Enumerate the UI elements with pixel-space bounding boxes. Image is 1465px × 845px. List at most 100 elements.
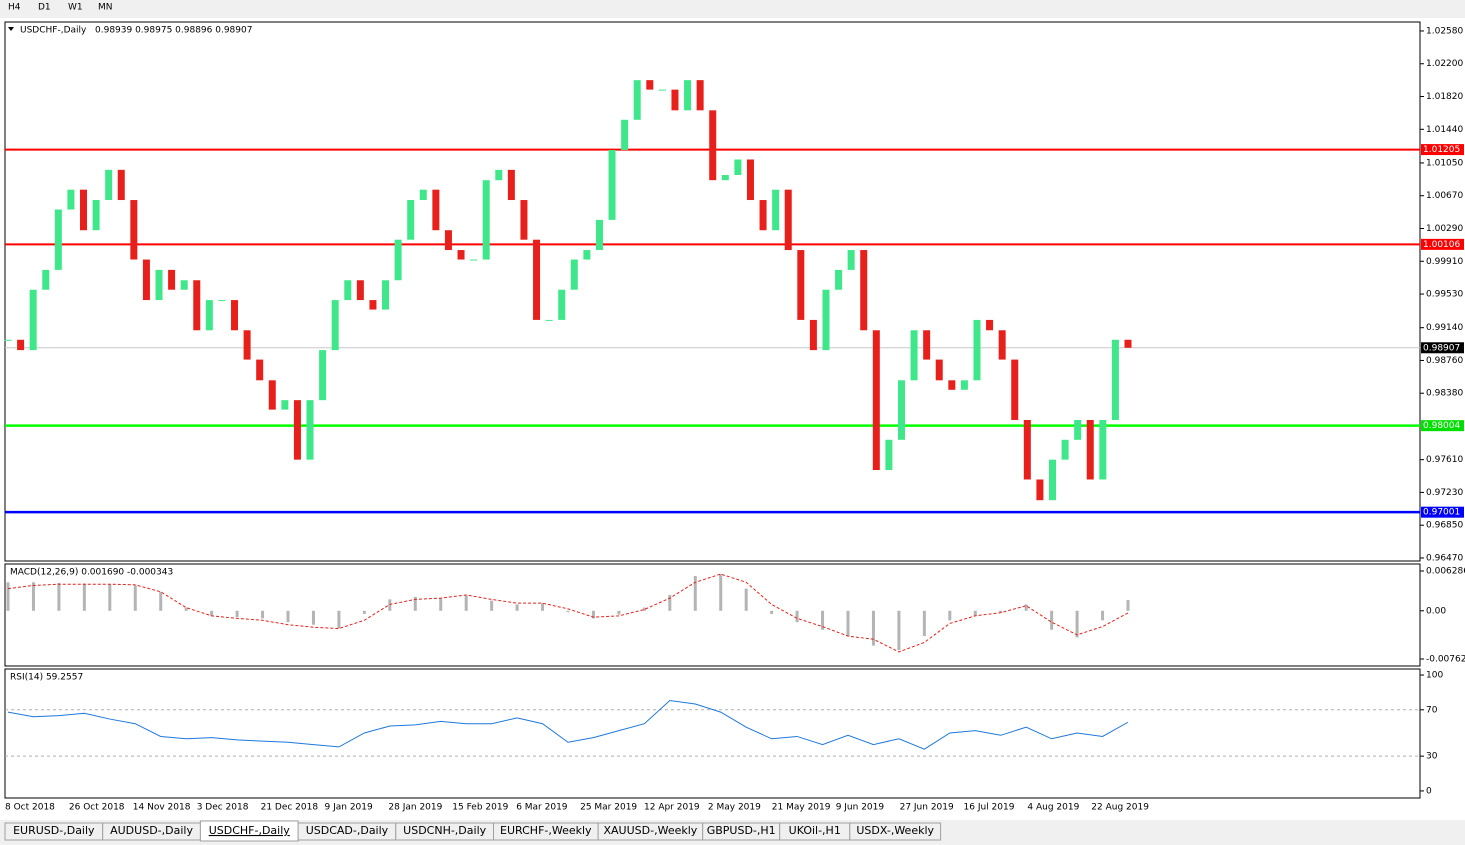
macd-bar	[311, 610, 315, 625]
macd-bar	[57, 582, 61, 611]
candle	[960, 380, 968, 390]
y-tick-label: 1.01050	[1426, 158, 1463, 168]
rsi-title: RSI(14) 59.2557	[10, 673, 83, 683]
macd-bar	[541, 603, 545, 611]
candle	[1036, 479, 1044, 501]
tab[interactable]: UKOil-,H1	[779, 822, 851, 841]
candle	[1048, 459, 1056, 501]
macd-bar	[642, 607, 646, 611]
macd-bar	[1024, 604, 1028, 611]
candle	[130, 200, 138, 260]
candle	[948, 380, 956, 390]
macd-bar	[1075, 610, 1079, 638]
tab[interactable]: EURUSD-,Daily	[4, 822, 104, 841]
macd-bar	[948, 610, 952, 621]
candle	[1011, 359, 1019, 420]
candle	[797, 250, 805, 320]
x-tick-label: 3 Dec 2018	[197, 803, 249, 813]
y-tick-label: 1.01820	[1426, 92, 1463, 102]
candle	[4, 339, 12, 341]
x-tick-label: 16 Jul 2019	[964, 803, 1015, 813]
quote: 0.98939 0.98975 0.98896 0.98907	[95, 26, 252, 36]
macd-bar	[108, 584, 112, 611]
candle	[998, 330, 1006, 360]
price-level-label: 1.01205	[1423, 145, 1460, 155]
x-tick-label: 21 May 2019	[772, 803, 831, 813]
macd-bar	[490, 600, 494, 611]
macd-title: MACD(12,26,9) 0.001690 -0.000343	[10, 568, 173, 578]
candle	[1111, 339, 1119, 420]
candle	[860, 250, 868, 331]
candle	[205, 300, 213, 331]
y-tick-label: 1.02580	[1426, 26, 1463, 36]
y-tick-label: 1.00290	[1426, 224, 1463, 234]
candle	[671, 89, 679, 111]
y-tick-label: 0.97610	[1426, 455, 1463, 465]
price-level-box	[1421, 144, 1464, 156]
x-tick-label: 2 May 2019	[708, 803, 761, 813]
candle	[444, 230, 452, 251]
candle	[369, 300, 377, 310]
candle	[293, 400, 301, 460]
candle	[54, 209, 62, 270]
tab[interactable]: AUDUSD-,Daily	[102, 822, 201, 841]
timeframe-button[interactable]: MN	[98, 3, 113, 13]
macd-bar	[133, 585, 137, 611]
candle	[646, 80, 654, 90]
macd-bar	[668, 594, 672, 611]
macd-bar	[973, 610, 977, 616]
y-tick-label: 0.99140	[1426, 323, 1463, 333]
candle	[105, 169, 113, 201]
timeframe-button[interactable]: D1	[38, 3, 51, 13]
candle	[847, 250, 855, 270]
tab[interactable]: USDCAD-,Daily	[297, 822, 397, 841]
candle	[344, 280, 352, 301]
macd-bar	[31, 582, 35, 611]
tab[interactable]: USDCNH-,Daily	[395, 822, 494, 841]
x-tick-label: 26 Oct 2018	[69, 803, 125, 813]
macd-bar	[362, 610, 366, 614]
tab[interactable]: USDCHF-,Daily	[199, 820, 299, 842]
macd-signal	[7, 573, 1129, 653]
x-tick-label: 4 Aug 2019	[1027, 803, 1079, 813]
timeframe-button[interactable]: H4	[8, 3, 21, 13]
macd-bar	[999, 610, 1003, 613]
candle	[784, 189, 792, 251]
tab-label: USDX-,Weekly	[856, 824, 934, 837]
x-tick-label: 15 Feb 2019	[452, 803, 508, 813]
tab-label: USDCAD-,Daily	[306, 824, 389, 837]
candle	[633, 80, 641, 120]
candle	[256, 359, 264, 381]
y-tick-label: 0.96850	[1426, 521, 1463, 531]
main-panel	[4, 21, 1421, 562]
timeframe-button[interactable]: W1	[68, 3, 83, 13]
candle	[910, 330, 918, 381]
candle	[29, 289, 37, 351]
candle	[117, 169, 125, 201]
y-tick-label: 0.00	[1426, 606, 1446, 616]
macd-bar	[770, 610, 774, 614]
candle	[268, 380, 276, 410]
candle	[809, 319, 817, 351]
macd-bar	[566, 610, 570, 613]
candle	[923, 330, 931, 360]
tab[interactable]: USDX-,Weekly	[849, 822, 942, 841]
candle	[168, 269, 176, 290]
y-tick-label: 100	[1426, 671, 1443, 681]
tab[interactable]: XAUUSD-,Weekly	[597, 822, 704, 841]
tab[interactable]: GBPUSD-,H1	[702, 822, 781, 841]
x-tick-label: 25 Mar 2019	[580, 803, 637, 813]
candle	[558, 289, 566, 320]
toolbar	[0, 0, 1465, 18]
macd-bar	[82, 583, 86, 611]
y-tick-label: 1.01440	[1426, 125, 1463, 135]
tab-frame	[849, 822, 942, 841]
tab[interactable]: EURCHF-,Weekly	[493, 822, 599, 841]
candle	[1023, 419, 1031, 480]
tab-label: EURCHF-,Weekly	[500, 824, 592, 837]
tab-label: XAUUSD-,Weekly	[604, 824, 698, 837]
candle	[495, 169, 503, 181]
candle	[92, 200, 100, 231]
x-tick-label: 8 Oct 2018	[5, 803, 55, 813]
